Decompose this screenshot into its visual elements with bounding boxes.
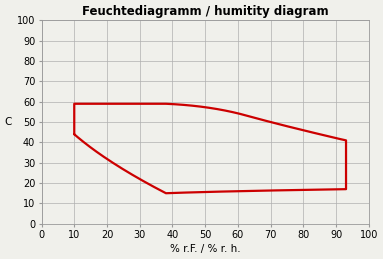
Title: Feuchtediagramm / humitity diagram: Feuchtediagramm / humitity diagram: [82, 5, 329, 18]
X-axis label: % r.F. / % r. h.: % r.F. / % r. h.: [170, 244, 241, 254]
Y-axis label: C: C: [5, 117, 12, 127]
